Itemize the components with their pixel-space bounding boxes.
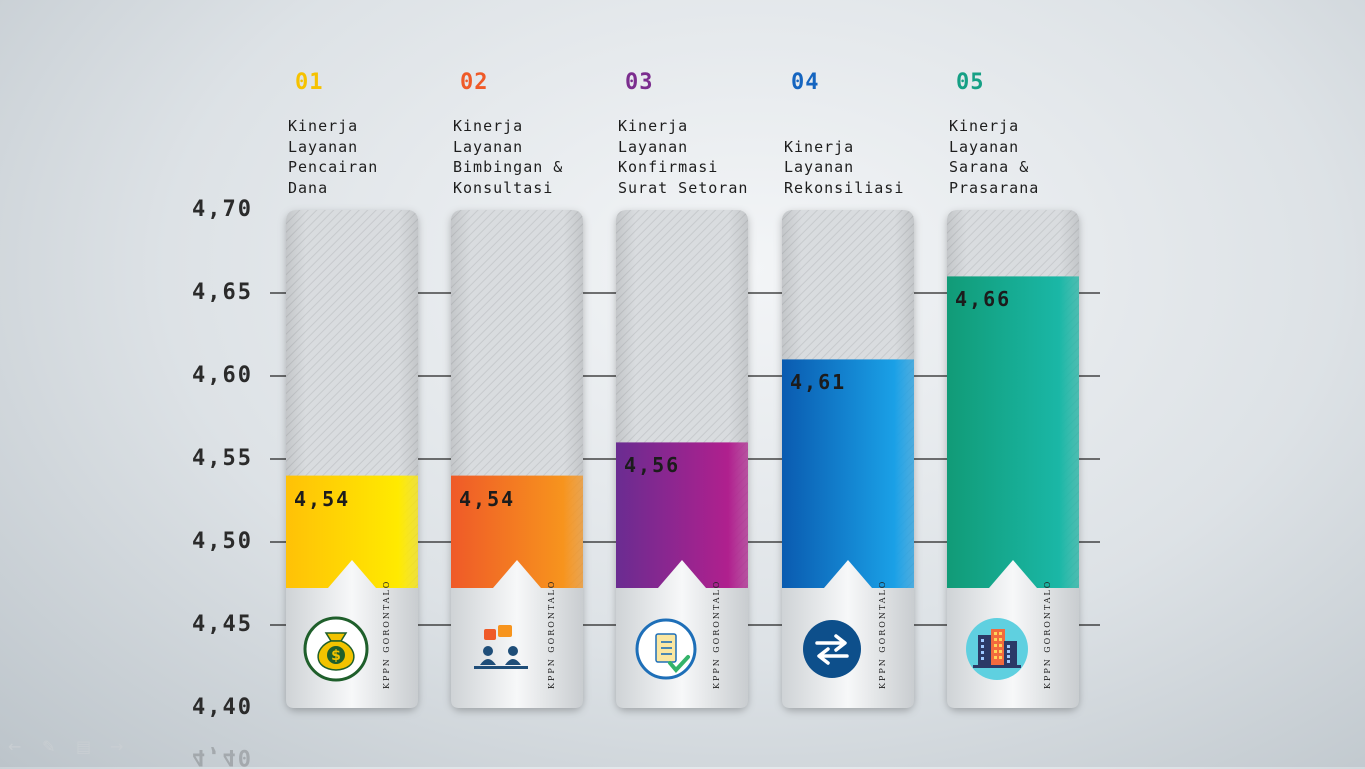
category-number: 02	[460, 70, 489, 95]
icon-card	[451, 560, 583, 708]
value-label: 4,54	[459, 486, 516, 511]
card-text: KPPN GORONTALO	[712, 579, 721, 689]
y-tick-label: 4,65	[192, 280, 253, 305]
bar-group-2	[451, 210, 583, 708]
y-tick-label: 4,45	[192, 612, 253, 637]
bars: $	[286, 210, 1079, 708]
value-label: 4,61	[790, 370, 847, 395]
category-label: Kinerja Layanan Pencairan Dana	[288, 117, 379, 197]
next-slide-icon[interactable]: →	[110, 737, 124, 756]
value-label: 4,66	[955, 287, 1012, 312]
exchange-arrows-icon	[803, 620, 861, 678]
document-check-icon	[635, 618, 697, 680]
consultation-icon	[474, 625, 528, 669]
card-text: KPPN GORONTALO	[878, 579, 887, 689]
money-bag-icon: $	[303, 616, 369, 682]
category-number: 03	[625, 70, 654, 95]
pen-icon[interactable]: ✎	[42, 737, 56, 756]
y-tick-label: 4,40	[192, 695, 253, 720]
category-label: Kinerja Layanan Konfirmasi Surat Setoran	[618, 117, 749, 197]
bar	[782, 359, 914, 588]
category-number: 05	[956, 70, 985, 95]
tick-reflection: 4,40	[192, 744, 253, 769]
bar-group-4	[782, 210, 914, 708]
category-number: 01	[295, 70, 324, 95]
y-tick-label: 4,70	[192, 197, 253, 222]
category-label: Kinerja Layanan Rekonsiliasi	[784, 137, 905, 197]
bar-group-3	[616, 210, 748, 708]
bar-group-1: $	[286, 210, 418, 708]
y-tick-label: 4,50	[192, 529, 253, 554]
previous-slide-icon[interactable]: ←	[8, 737, 22, 756]
value-label: 4,54	[294, 486, 351, 511]
bar	[947, 276, 1079, 588]
svg-text:$: $	[331, 648, 341, 664]
category-number: 04	[791, 70, 820, 95]
category-label: Kinerja Layanan Bimbingan & Konsultasi	[453, 117, 564, 197]
card-text: KPPN GORONTALO	[547, 579, 556, 689]
bar-group-5	[947, 210, 1079, 708]
menu-icon[interactable]: ▤	[76, 737, 92, 756]
building-icon	[966, 618, 1028, 680]
card-text: KPPN GORONTALO	[1043, 579, 1052, 689]
y-tick-label: 4,55	[192, 446, 253, 471]
category-label: Kinerja Layanan Sarana & Prasarana	[949, 117, 1040, 197]
value-label: 4,56	[624, 453, 681, 478]
y-tick-label: 4,60	[192, 363, 253, 388]
card-text: KPPN GORONTALO	[382, 579, 391, 689]
